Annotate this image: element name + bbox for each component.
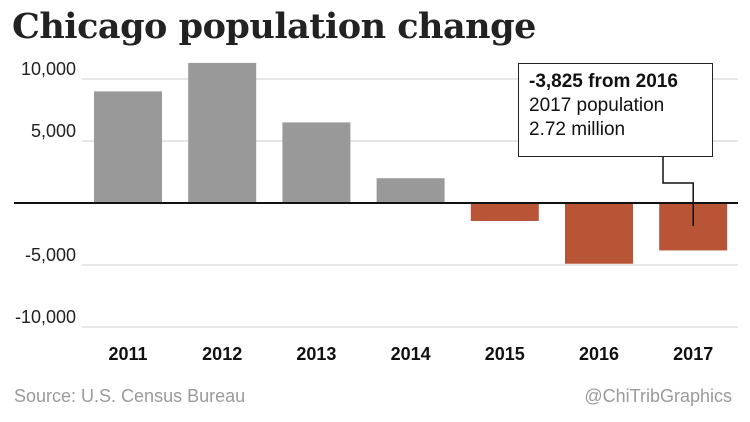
callout-leader	[662, 157, 694, 226]
bar-2016	[565, 203, 633, 264]
chart-title: Chicago population change	[12, 6, 536, 47]
y-tick-label: -10,000	[15, 307, 76, 327]
x-tick-label: 2016	[579, 344, 619, 364]
y-tick-label: 5,000	[31, 121, 76, 141]
x-axis-tick-labels: 2011 2012 2013 2014 2015 2016 2017	[108, 344, 713, 364]
callout-line-1: 2017 population	[529, 94, 665, 116]
y-tick-label: -5,000	[25, 245, 76, 265]
x-tick-label: 2015	[485, 344, 525, 364]
y-axis-tick-labels: 10,000 5,000 -5,000 -10,000	[15, 59, 76, 327]
x-tick-label: 2014	[391, 344, 431, 364]
y-tick-label: 10,000	[21, 59, 76, 79]
callout-line-2: 2.72 million	[529, 118, 626, 140]
callout-headline: -3,825 from 2016	[529, 71, 678, 92]
x-tick-label: 2012	[202, 344, 242, 364]
bar-2013	[282, 122, 351, 203]
callout-box: -3,825 from 2016 2017 population 2.72 mi…	[518, 63, 713, 157]
x-tick-label: 2013	[296, 344, 336, 364]
bar-2012	[188, 62, 257, 203]
bar-2011	[94, 91, 162, 203]
x-tick-label: 2017	[673, 344, 713, 364]
x-tick-label: 2011	[108, 344, 147, 364]
bars	[94, 62, 728, 264]
source-note: Source: U.S. Census Bureau	[14, 386, 246, 406]
credit-note: @ChiTribGraphics	[584, 386, 732, 406]
bar-2014	[376, 178, 445, 203]
callout-leader-line	[662, 157, 694, 226]
bar-2015	[470, 203, 539, 221]
